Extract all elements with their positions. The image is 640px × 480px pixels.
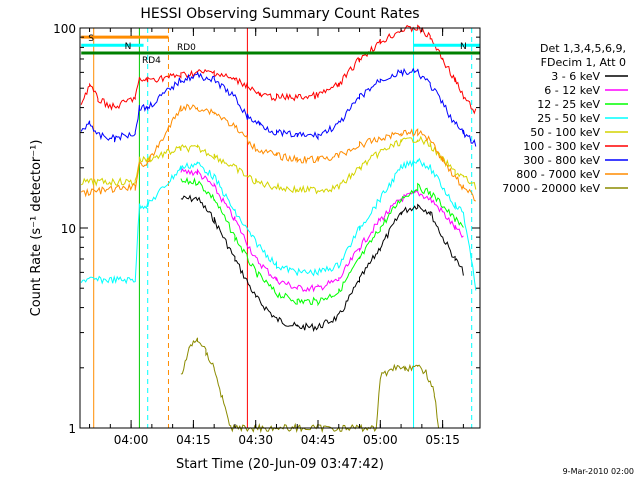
annotation-bars: S N RD0 RD4 N <box>81 34 480 66</box>
legend-entry-1: 6 - 12 keV <box>544 84 600 97</box>
x-tick-label-0: 04:00 <box>114 433 149 447</box>
series-line-6 <box>80 67 477 147</box>
y-tick-label-0: 1 <box>68 422 76 436</box>
annotation-label-4: N <box>460 42 467 52</box>
legend-entry-5: 100 - 300 keV <box>523 140 600 153</box>
chart-title: HESSI Observing Summary Count Rates <box>140 6 419 22</box>
x-tick-label-5: 05:15 <box>425 433 460 447</box>
legend-entry-6: 300 - 800 keV <box>523 154 600 167</box>
series-line-8 <box>180 337 439 434</box>
x-tick-label-3: 04:45 <box>301 433 336 447</box>
y-tick-label-1: 10 <box>61 222 76 236</box>
annotation-label-0: S <box>88 34 94 44</box>
legend-entry-4: 50 - 100 keV <box>530 126 600 139</box>
annotation-label-2: RD0 <box>177 43 196 53</box>
annotation-label-1: N <box>125 42 132 52</box>
plot-area: S N RD0 RD4 N <box>80 24 480 434</box>
legend-header-0: Det 1,3,4,5,6,9, <box>540 42 626 55</box>
vertical-markers <box>93 28 473 428</box>
series-lines <box>80 24 477 434</box>
plot-date-footnote: 9-Mar-2010 02:00 <box>563 467 634 476</box>
x-axis-label: Start Time (20-Jun-09 03:47:42) <box>176 457 384 472</box>
y-axis-ticks: 1 10 100 <box>53 22 480 436</box>
y-axis-label: Count Rate (s⁻¹ detector⁻¹) <box>29 140 44 317</box>
series-line-5 <box>80 24 477 115</box>
series-line-0 <box>180 194 464 333</box>
legend: Det 1,3,4,5,6,9,FDecim 1, Att 03 - 6 keV… <box>502 42 628 195</box>
legend-entry-7: 800 - 7000 keV <box>516 168 600 181</box>
x-tick-label-1: 04:15 <box>176 433 211 447</box>
series-line-2 <box>180 176 464 307</box>
legend-entry-3: 25 - 50 keV <box>537 112 600 125</box>
legend-header-1: FDecim 1, Att 0 <box>541 56 626 69</box>
x-tick-label-4: 05:00 <box>363 433 398 447</box>
series-line-7 <box>80 103 476 202</box>
x-axis-ticks: 04:00 04:15 04:30 04:45 05:00 05:15 <box>89 28 464 447</box>
annotation-label-3: RD4 <box>142 56 161 66</box>
y-tick-label-2: 100 <box>53 22 76 36</box>
series-line-3 <box>80 157 477 291</box>
x-tick-label-2: 04:30 <box>238 433 273 447</box>
legend-entry-0: 3 - 6 keV <box>551 70 600 83</box>
series-line-1 <box>180 167 464 293</box>
plot-frame <box>79 27 481 429</box>
legend-entry-8: 7000 - 20000 keV <box>502 182 600 195</box>
legend-entry-2: 12 - 25 keV <box>537 98 600 111</box>
series-line-4 <box>80 135 477 195</box>
